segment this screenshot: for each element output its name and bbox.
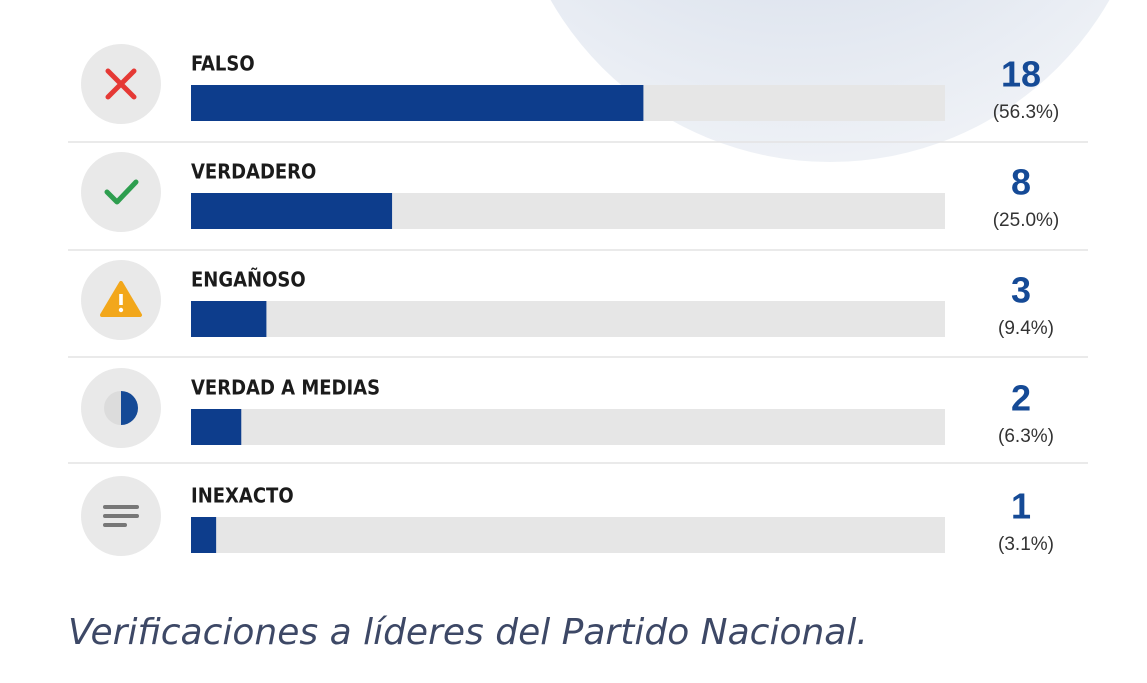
category-label: INEXACTO <box>191 484 294 508</box>
bar-track <box>191 517 945 553</box>
percent-label: (6.3%) <box>998 426 1054 447</box>
category-label: VERDADERO <box>191 160 316 184</box>
value-label: 18 <box>1001 54 1041 95</box>
category-label: FALSO <box>191 52 255 76</box>
background-photo <box>550 0 1110 162</box>
value-label: 8 <box>1011 162 1031 203</box>
percent-label: (9.4%) <box>998 318 1054 339</box>
bar-track <box>191 409 945 445</box>
bar <box>191 301 267 337</box>
category-label: ENGAÑOSO <box>191 268 306 292</box>
icon-misleading <box>81 260 161 340</box>
percent-label: (25.0%) <box>993 210 1060 231</box>
percent-label: (56.3%) <box>993 102 1060 123</box>
value-label: 1 <box>1011 486 1031 527</box>
row-dividers <box>68 141 1088 464</box>
category-label: VERDAD A MEDIAS <box>191 376 380 400</box>
caption: Verificaciones a líderes del Partido Nac… <box>68 612 868 653</box>
value-label: 2 <box>1011 378 1031 419</box>
icon-inexact <box>81 476 161 556</box>
icon-false <box>81 44 161 124</box>
bar <box>191 85 644 121</box>
percent-label: (3.1%) <box>998 534 1054 555</box>
bar <box>191 193 393 229</box>
bar-track <box>191 301 945 337</box>
icon-true <box>81 152 161 232</box>
icon-half-true <box>81 368 161 448</box>
bar <box>191 409 242 445</box>
value-label: 3 <box>1011 270 1031 311</box>
bar <box>191 517 217 553</box>
